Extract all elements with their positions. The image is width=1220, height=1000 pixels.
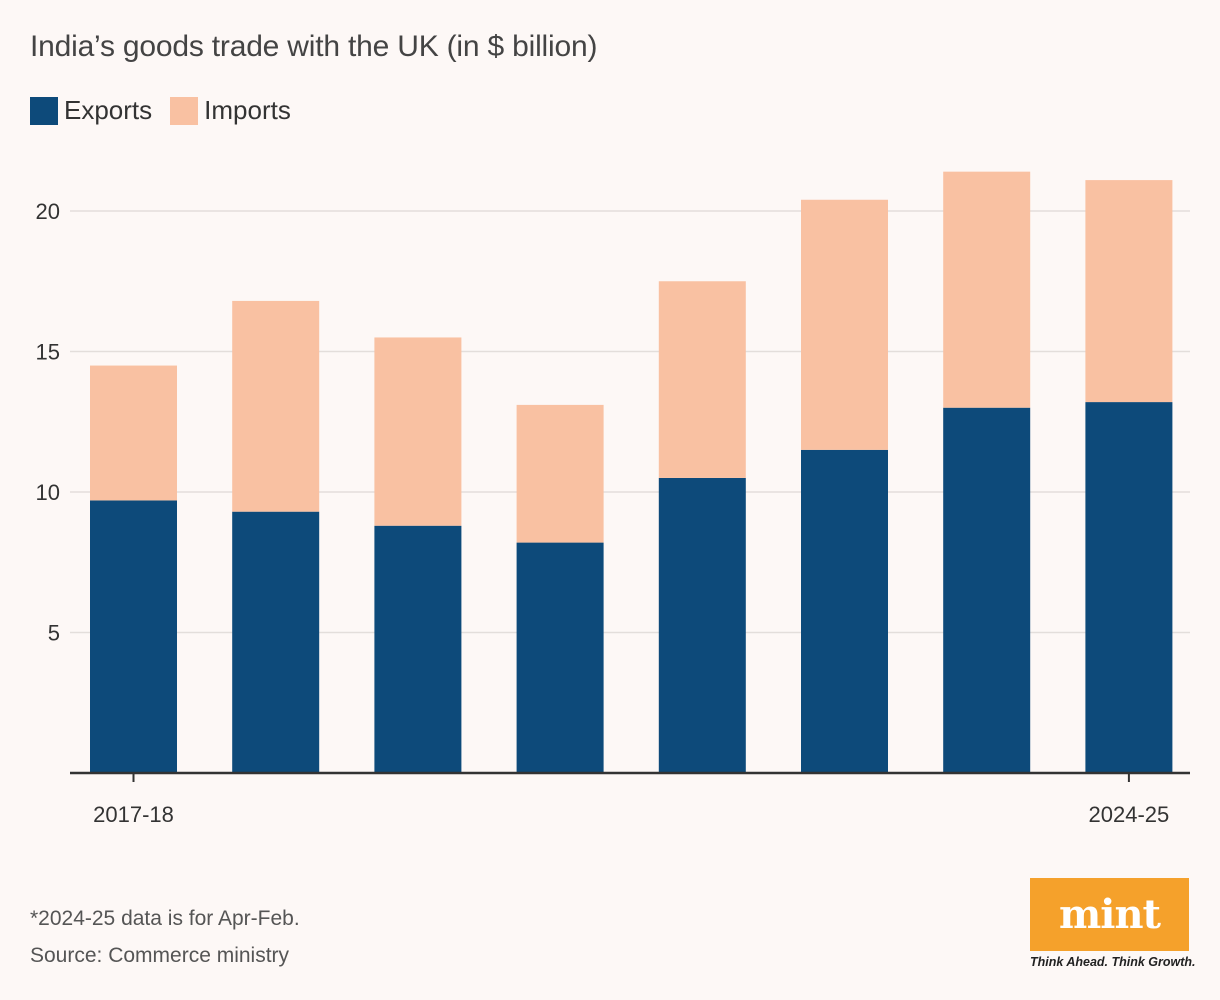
bar-imports-2018-19 (232, 300, 320, 512)
y-tick-label-5: 5 (48, 621, 60, 646)
legend-swatch-exports (30, 96, 58, 125)
y-tick-label-20: 20 (36, 199, 60, 224)
bar-exports-2022-23 (801, 449, 888, 773)
legend-swatch-imports (170, 96, 199, 125)
legend-label-imports: Imports (204, 95, 291, 125)
x-tick-label-2024-25: 2024-25 (1089, 802, 1170, 827)
legend-item-imports: Imports (170, 95, 291, 126)
stacked-bar-chart: 5 10 15 20 2017-18 2024-25 (36, 171, 1190, 827)
bar-exports-2023-24 (943, 407, 1031, 773)
mint-logo: mint (1030, 878, 1189, 951)
bar-exports-2020-21 (516, 542, 604, 773)
legend-label-exports: Exports (64, 95, 153, 125)
legend-item-exports: Exports (30, 95, 152, 126)
x-tick-label-2017-18: 2017-18 (93, 802, 174, 827)
y-tick-label-10: 10 (36, 480, 60, 505)
bar-imports-2023-24 (943, 171, 1031, 408)
bar-imports-2019-20 (374, 337, 462, 526)
source-note: Source: Commerce ministry (30, 944, 290, 967)
bar-imports-2017-18 (90, 365, 177, 501)
bar-exports-2017-18 (90, 500, 177, 773)
notes: *2024-25 data is for Apr-Feb. Source: Co… (30, 900, 300, 974)
footnote: *2024-25 data is for Apr-Feb. (30, 907, 300, 930)
chart-title: India’s goods trade with the UK (in $ bi… (30, 30, 598, 63)
bar-imports-2024-25 (1085, 180, 1173, 403)
bar-exports-2018-19 (232, 511, 320, 773)
legend: Exports Imports (30, 95, 291, 126)
bar-exports-2024-25 (1085, 402, 1173, 773)
bar-exports-2019-20 (374, 525, 462, 773)
logo-tagline: Think Ahead. Think Growth. (1030, 955, 1196, 969)
bar-exports-2021-22 (658, 477, 746, 773)
bar-imports-2022-23 (801, 199, 888, 450)
bar-imports-2020-21 (516, 404, 604, 543)
bar-imports-2021-22 (658, 281, 746, 478)
logo-wordmark: mint (1058, 891, 1161, 938)
y-tick-label-15: 15 (36, 340, 60, 365)
